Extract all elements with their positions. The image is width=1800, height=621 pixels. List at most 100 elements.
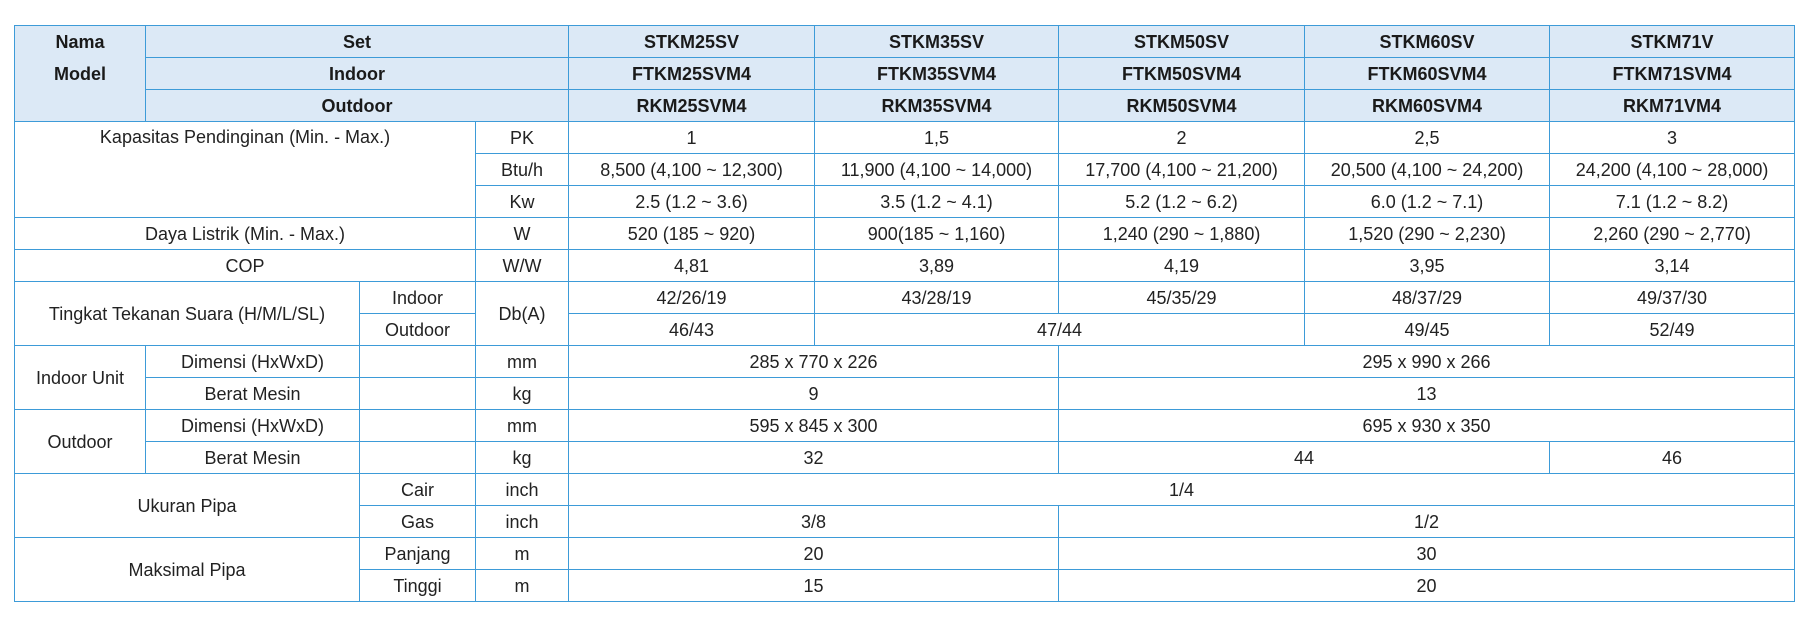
table-cell: 20 bbox=[568, 537, 1060, 570]
header-cell: FTKM50SVM4 bbox=[1058, 57, 1306, 90]
table-row: Tinggi m 15 20 bbox=[15, 569, 1796, 602]
table-cell: 24,200 (4,100 ~ 28,000) bbox=[1549, 153, 1796, 186]
table-row: Ukuran Pipa Cair inch 1/4 bbox=[14, 473, 1796, 538]
table-cell: 32 bbox=[568, 441, 1060, 474]
table-cell: Kw bbox=[474, 185, 570, 218]
table-cell: kg bbox=[474, 441, 570, 474]
table-row: Kw 2.5 (1.2 ~ 3.6) 3.5 (1.2 ~ 4.1) 5.2 (1.2… bbox=[15, 185, 1796, 218]
table-cell: m bbox=[474, 569, 570, 602]
header-cell: FTKM60SVM4 bbox=[1304, 57, 1551, 90]
table-cell: 1 bbox=[568, 121, 816, 154]
table-cell: Berat Mesin bbox=[145, 377, 360, 410]
table-cell: 295 x 990 x 266 bbox=[1058, 345, 1796, 378]
table-cell: 1/2 bbox=[1058, 505, 1796, 538]
table-cell: 2.5 (1.2 ~ 3.6) bbox=[568, 185, 816, 218]
header-cell: Indoor bbox=[144, 57, 570, 90]
table-cell: 17,700 (4,100 ~ 21,200) bbox=[1058, 153, 1306, 186]
table-cell: 52/49 bbox=[1549, 313, 1796, 346]
table-cell: 20,500 (4,100 ~ 24,200) bbox=[1304, 153, 1551, 186]
table-cell: m bbox=[474, 537, 570, 570]
table-cell: 15 bbox=[568, 569, 1060, 602]
table-cell: Cair bbox=[359, 473, 476, 506]
table-cell: Outdoor bbox=[359, 313, 476, 346]
table-cell: kg bbox=[474, 377, 570, 410]
table-row: Outdoor Dimensi (HxWxD) mm 595 x 845 x 300 6… bbox=[14, 409, 1796, 474]
header-cell: Nama Model bbox=[14, 25, 146, 122]
header-row: Indoor FTKM25SVM4 FTKM35SVM4 FTKM50SVM4 FTKM… bbox=[15, 57, 1796, 90]
table-row: Maksimal Pipa Panjang m 20 30 bbox=[14, 537, 1796, 602]
table-cell: W bbox=[474, 217, 570, 250]
table-cell: 45/35/29 bbox=[1058, 281, 1306, 314]
header-cell: Set bbox=[144, 25, 570, 58]
table-row: COP W/W 4,81 3,89 4,19 3,95 3,14 bbox=[14, 249, 1796, 282]
table-cell: 3.5 (1.2 ~ 4.1) bbox=[814, 185, 1060, 218]
table-cell: 46/43 bbox=[568, 313, 816, 346]
header-cell: FTKM25SVM4 bbox=[568, 57, 816, 90]
table-cell: 44 bbox=[1058, 441, 1551, 474]
table-cell: Maksimal Pipa bbox=[14, 537, 360, 602]
spec-table: Nama Model Set STKM25SV STKM35SV STKM50SV ST… bbox=[14, 25, 1796, 602]
table-cell: 4,19 bbox=[1058, 249, 1306, 282]
table-cell: Panjang bbox=[359, 537, 476, 570]
table-cell: Ukuran Pipa bbox=[14, 473, 360, 538]
header-cell: FTKM35SVM4 bbox=[814, 57, 1060, 90]
table-cell: COP bbox=[14, 249, 476, 282]
table-row: Btu/h 8,500 (4,100 ~ 12,300) 11,900 (4,100… bbox=[15, 153, 1796, 186]
header-cell: FTKM71SVM4 bbox=[1549, 57, 1796, 90]
table-cell: 1,240 (290 ~ 1,880) bbox=[1058, 217, 1306, 250]
header-cell: STKM71V bbox=[1549, 25, 1796, 58]
table-cell: 2,5 bbox=[1304, 121, 1551, 154]
table-cell: Berat Mesin bbox=[145, 441, 360, 474]
table-cell: 3,89 bbox=[814, 249, 1060, 282]
table-cell: PK bbox=[474, 121, 570, 154]
table-cell: inch bbox=[474, 473, 570, 506]
table-cell: Dimensi (HxWxD) bbox=[145, 345, 360, 378]
table-cell: 3,14 bbox=[1549, 249, 1796, 282]
table-cell: 42/26/19 bbox=[568, 281, 816, 314]
table-row: Berat Mesin kg 32 44 46 bbox=[15, 441, 1796, 474]
table-cell: 285 x 770 x 226 bbox=[568, 345, 1060, 378]
table-cell: mm bbox=[474, 409, 570, 442]
table-cell: Indoor Unit bbox=[14, 345, 146, 410]
table-cell: Btu/h bbox=[474, 153, 570, 186]
table-row: Daya Listrik (Min. - Max.) W 520 (185 ~ 92… bbox=[14, 217, 1796, 250]
table-cell: Tingkat Tekanan Suara (H/M/L/SL) bbox=[14, 281, 360, 346]
table-cell: Tinggi bbox=[359, 569, 476, 602]
table-header: Nama Model Set STKM25SV STKM35SV STKM50SV ST… bbox=[14, 25, 1796, 122]
table-cell: Dimensi (HxWxD) bbox=[145, 409, 360, 442]
table-cell: Indoor bbox=[359, 281, 476, 314]
table-cell: 595 x 845 x 300 bbox=[568, 409, 1060, 442]
header-cell: STKM35SV bbox=[814, 25, 1060, 58]
table-cell: 49/45 bbox=[1304, 313, 1551, 346]
header-row: Outdoor RKM25SVM4 RKM35SVM4 RKM50SVM4 RKM60S… bbox=[15, 89, 1796, 122]
table-cell: W/W bbox=[474, 249, 570, 282]
header-cell: Outdoor bbox=[144, 89, 570, 122]
table-cell: 3/8 bbox=[568, 505, 1060, 538]
table-cell: 520 (185 ~ 920) bbox=[568, 217, 816, 250]
header-label: Nama bbox=[55, 32, 105, 52]
table-cell: mm bbox=[474, 345, 570, 378]
header-cell: RKM60SVM4 bbox=[1304, 89, 1551, 122]
table-cell: Outdoor bbox=[14, 409, 146, 474]
header-cell: STKM25SV bbox=[568, 25, 816, 58]
table-cell: 2,260 (290 ~ 2,770) bbox=[1549, 217, 1796, 250]
header-cell: RKM71VM4 bbox=[1549, 89, 1796, 122]
table-cell: 48/37/29 bbox=[1304, 281, 1551, 314]
table-cell: 49/37/30 bbox=[1549, 281, 1796, 314]
table-cell: 900(185 ~ 1,160) bbox=[814, 217, 1060, 250]
table-cell: 1,5 bbox=[814, 121, 1060, 154]
table-cell: Kapasitas Pendinginan (Min. - Max.) bbox=[14, 121, 476, 218]
table-cell: 43/28/19 bbox=[814, 281, 1060, 314]
table-cell: Daya Listrik (Min. - Max.) bbox=[14, 217, 476, 250]
empty-cell bbox=[359, 345, 476, 378]
table-cell: Gas bbox=[359, 505, 476, 538]
empty-cell bbox=[359, 441, 476, 474]
header-row: Nama Model Set STKM25SV STKM35SV STKM50SV ST… bbox=[14, 25, 1796, 122]
table-cell: Db(A) bbox=[474, 281, 570, 346]
table-cell: 13 bbox=[1058, 377, 1796, 410]
table-cell: 3,95 bbox=[1304, 249, 1551, 282]
table-cell: 5.2 (1.2 ~ 6.2) bbox=[1058, 185, 1306, 218]
table-cell: 695 x 930 x 350 bbox=[1058, 409, 1796, 442]
header-label: Model bbox=[54, 64, 106, 84]
